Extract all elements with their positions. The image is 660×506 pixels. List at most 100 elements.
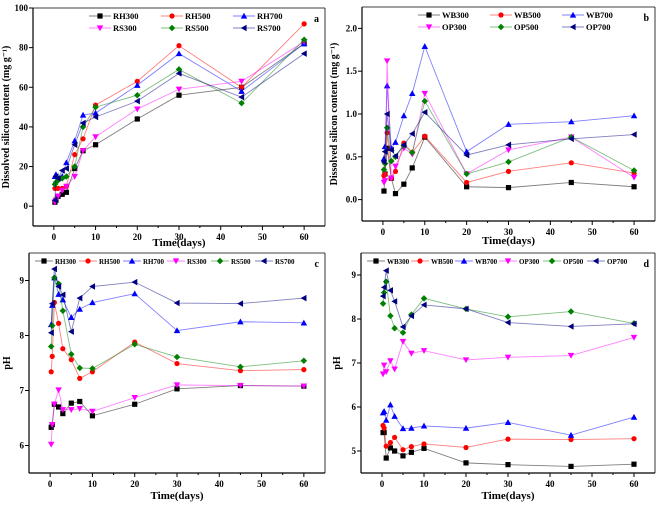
marker-diamond	[300, 357, 308, 365]
marker-triangle-up	[89, 299, 96, 306]
marker-triangle-left	[408, 130, 415, 137]
marker-triangle-up	[392, 138, 399, 145]
marker-diamond	[300, 36, 308, 43]
marker-triangle-up	[240, 12, 248, 19]
series-line	[382, 403, 635, 436]
marker-square	[464, 184, 470, 190]
series-line	[54, 53, 305, 201]
series-line	[382, 270, 635, 328]
marker-diamond	[63, 173, 70, 180]
legend-item: OP500	[490, 22, 539, 32]
y-axis-label: pH	[332, 356, 343, 370]
legend-label: RH700	[257, 11, 283, 21]
marker-square	[60, 411, 66, 417]
marker-triangle-down	[567, 352, 575, 359]
marker-diamond	[168, 24, 176, 32]
marker-circle	[89, 369, 96, 375]
marker-circle	[421, 441, 427, 447]
marker-triangle-up	[630, 413, 638, 420]
marker-triangle-down	[58, 187, 66, 194]
y-tick-label: 6	[20, 441, 25, 451]
marker-circle	[56, 320, 62, 326]
y-tick-label: 9	[20, 276, 25, 286]
marker-diamond	[497, 23, 505, 31]
marker-triangle-down	[381, 178, 389, 185]
marker-triangle-left	[300, 50, 307, 57]
marker-circle	[301, 367, 307, 373]
marker-diamond	[71, 163, 78, 170]
marker-triangle-left	[260, 257, 267, 265]
series-WB500	[380, 422, 637, 453]
series-OP300	[379, 334, 638, 378]
marker-circle	[505, 168, 512, 174]
marker-triangle-left	[300, 294, 307, 302]
marker-square	[631, 461, 637, 467]
marker-triangle-down	[59, 407, 67, 413]
series-line	[54, 41, 305, 203]
marker-triangle-left	[134, 97, 140, 105]
y-axis-label: pH	[2, 356, 13, 370]
marker-triangle-up	[175, 50, 183, 57]
legend-item: WB500	[411, 258, 454, 266]
y-tick-label: 7	[352, 358, 357, 368]
marker-triangle-left	[630, 320, 637, 328]
x-tick-label: 0	[48, 479, 53, 489]
legend-item: WB700	[455, 257, 498, 266]
legend-item: RS300	[89, 23, 137, 33]
marker-triangle-up	[380, 408, 388, 414]
marker-triangle-left	[462, 305, 469, 313]
legend-item: OP300	[418, 22, 467, 32]
marker-triangle-up	[131, 290, 138, 297]
series-RS700	[51, 50, 307, 204]
marker-triangle-up	[173, 327, 181, 334]
marker-triangle-down	[379, 371, 387, 378]
marker-square	[463, 460, 469, 466]
marker-triangle-left	[76, 294, 83, 302]
marker-diamond	[399, 329, 407, 336]
marker-triangle-up	[382, 416, 390, 423]
marker-triangle-down	[54, 193, 62, 200]
marker-triangle-left	[630, 131, 637, 138]
marker-triangle-down	[238, 78, 245, 85]
legend-item: OP700	[587, 257, 628, 266]
marker-triangle-down	[300, 383, 308, 390]
panel-label: a	[314, 14, 319, 25]
marker-triangle-left	[63, 165, 69, 172]
y-tick-label: 9	[352, 270, 357, 280]
marker-triangle-up	[408, 90, 416, 97]
marker-triangle-left	[68, 328, 74, 335]
marker-square	[392, 191, 399, 197]
x-tick-label: 40	[216, 232, 226, 242]
legend-item: RS700	[233, 23, 281, 33]
y-tick-label: 8	[352, 314, 357, 324]
marker-triangle-down	[391, 366, 398, 373]
marker-triangle-up	[387, 401, 394, 408]
y-tick-label: 7	[20, 386, 25, 396]
marker-triangle-up	[79, 111, 87, 118]
marker-diamond	[89, 365, 96, 372]
x-tick-label: 30	[504, 479, 514, 489]
legend-label: WB700	[475, 258, 498, 266]
marker-square	[400, 453, 406, 459]
marker-triangle-up	[76, 305, 83, 312]
marker-triangle-up	[68, 314, 75, 320]
marker-triangle-left	[400, 141, 407, 149]
series-RH500	[48, 299, 307, 381]
x-tick-label: 10	[88, 479, 98, 489]
marker-triangle-left	[399, 323, 406, 331]
marker-triangle-down	[504, 258, 512, 265]
legend-label: WB700	[586, 10, 613, 20]
legend-item: RH700	[123, 257, 165, 266]
legend-label: RS700	[275, 258, 295, 266]
y-tick-label: 0.5	[346, 152, 358, 162]
marker-diamond	[380, 289, 388, 296]
legend-label: RS500	[185, 23, 209, 33]
marker-circle	[381, 425, 387, 431]
y-tick-label: 6	[352, 402, 357, 412]
marker-diamond	[391, 324, 398, 332]
marker-triangle-up	[505, 121, 512, 127]
marker-square	[426, 12, 432, 18]
marker-square	[383, 455, 389, 461]
marker-triangle-left	[381, 148, 388, 155]
